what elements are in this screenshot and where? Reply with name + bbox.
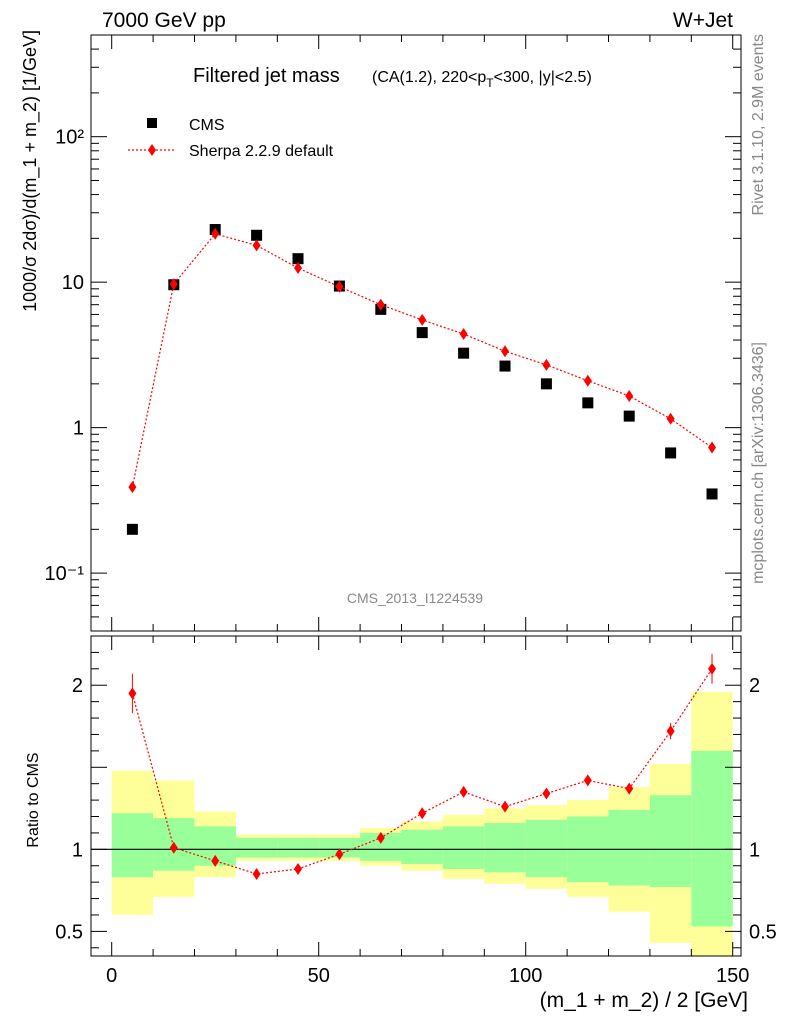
ratio-point — [418, 807, 427, 820]
stat-band — [318, 837, 361, 858]
sherpa-point — [252, 239, 261, 252]
stat-band — [111, 813, 154, 878]
stat-band — [401, 829, 443, 865]
x-tick-label: 0 — [106, 965, 117, 987]
legend-cms-label: CMS — [189, 117, 225, 134]
ratio-y-tick-label-right: 2 — [749, 675, 760, 697]
ratio-point — [376, 831, 385, 844]
sherpa-point — [666, 412, 675, 425]
cms-point — [582, 397, 594, 409]
ratio-point — [169, 841, 178, 854]
cms-point — [665, 447, 677, 459]
ratio-y-tick-label: 1 — [72, 839, 83, 861]
header-left-label: 7000 GeV pp — [102, 9, 226, 32]
stat-band — [442, 826, 485, 870]
ratio-point — [459, 785, 468, 798]
sherpa-point — [335, 280, 344, 293]
x-axis-label: (m_1 + m_2) / 2 [GeV] — [540, 989, 748, 1012]
x-tick-label: 150 — [716, 965, 749, 987]
main-subtitle: (CA(1.2), 220<pT<300, |y|<2.5) — [372, 69, 592, 90]
sherpa-point — [211, 227, 220, 240]
x-tick-label: 100 — [509, 965, 542, 987]
ratio-point — [666, 725, 675, 738]
stat-band — [277, 837, 319, 858]
stat-band — [649, 795, 692, 888]
cms-point — [126, 523, 138, 535]
main-axes: 10⁻¹ 1 10 10² — [45, 34, 741, 632]
y-tick-label: 10⁻¹ — [45, 563, 85, 585]
rivet-label: Rivet 3.1.10, 2.9M events — [750, 34, 767, 215]
cms-point — [458, 347, 470, 359]
cms-point — [706, 488, 718, 500]
stat-band — [525, 819, 568, 878]
main-bands — [126, 224, 718, 535]
ratio-point — [501, 800, 510, 813]
stat-band — [235, 837, 278, 858]
legend-cms-marker — [147, 118, 157, 128]
sherpa-point — [459, 328, 468, 341]
sherpa-point — [625, 389, 634, 402]
sherpa-point — [708, 441, 717, 454]
sherpa-point — [501, 345, 510, 358]
cms-point — [416, 327, 428, 339]
main-ylabel: 1000/σ 2dσ)/d(m_1 + m_2) [1/GeV] — [20, 30, 41, 312]
sherpa-point — [294, 262, 303, 275]
ratio-bands — [91, 654, 741, 956]
y-tick-label: 10² — [55, 127, 84, 149]
header-right-label: W+Jet — [673, 9, 733, 32]
main-panel: 10⁻¹ 1 10 10² Filtered jet mass (CA(1.2), 2… — [20, 30, 742, 632]
ratio-y-tick-label-right: 0.5 — [749, 921, 777, 943]
cms-point — [623, 410, 635, 422]
sherpa-point — [542, 358, 551, 371]
ratio-point — [252, 867, 261, 880]
cms-point — [251, 229, 263, 241]
ratio-y-tick-label: 2 — [72, 675, 83, 697]
stat-band — [484, 823, 526, 873]
legend: CMS Sherpa 2.2.9 default — [128, 117, 334, 160]
ratio-point — [211, 854, 220, 867]
sherpa-point — [169, 278, 178, 291]
ratio-point — [625, 782, 634, 795]
mcplots-label: mcplots.cern.ch [arXiv:1306.3436] — [750, 342, 767, 584]
sherpa-line — [131, 233, 713, 488]
watermark: CMS_2013_I1224539 — [347, 590, 483, 606]
legend-sherpa-label: Sherpa 2.2.9 default — [189, 143, 334, 160]
ratio-point — [128, 687, 137, 700]
ratio-ylabel: Ratio to CMS — [25, 752, 42, 847]
sherpa-point — [376, 298, 385, 311]
cms-point — [499, 360, 511, 372]
cms-point — [540, 378, 552, 390]
ratio-point — [583, 774, 592, 787]
sherpa-point — [583, 374, 592, 387]
cms-point — [292, 253, 304, 265]
stat-band — [608, 809, 650, 886]
ratio-point — [294, 863, 303, 876]
x-tick-label: 50 — [308, 965, 330, 987]
ratio-y-tick-label-right: 1 — [749, 839, 760, 861]
sherpa-point — [128, 481, 137, 494]
main-title: Filtered jet mass — [193, 65, 340, 87]
sherpa-point — [418, 313, 427, 326]
ratio-y-tick-label: 0.5 — [55, 921, 83, 943]
main-frame — [90, 34, 742, 632]
stat-band — [691, 750, 733, 927]
ratio-point — [708, 662, 717, 675]
legend-sherpa-marker — [148, 144, 156, 156]
ratio-frame — [90, 635, 742, 957]
ratio-point — [542, 787, 551, 800]
y-tick-label: 10 — [62, 272, 84, 294]
y-tick-label: 1 — [73, 418, 84, 440]
ratio-point — [335, 848, 344, 861]
